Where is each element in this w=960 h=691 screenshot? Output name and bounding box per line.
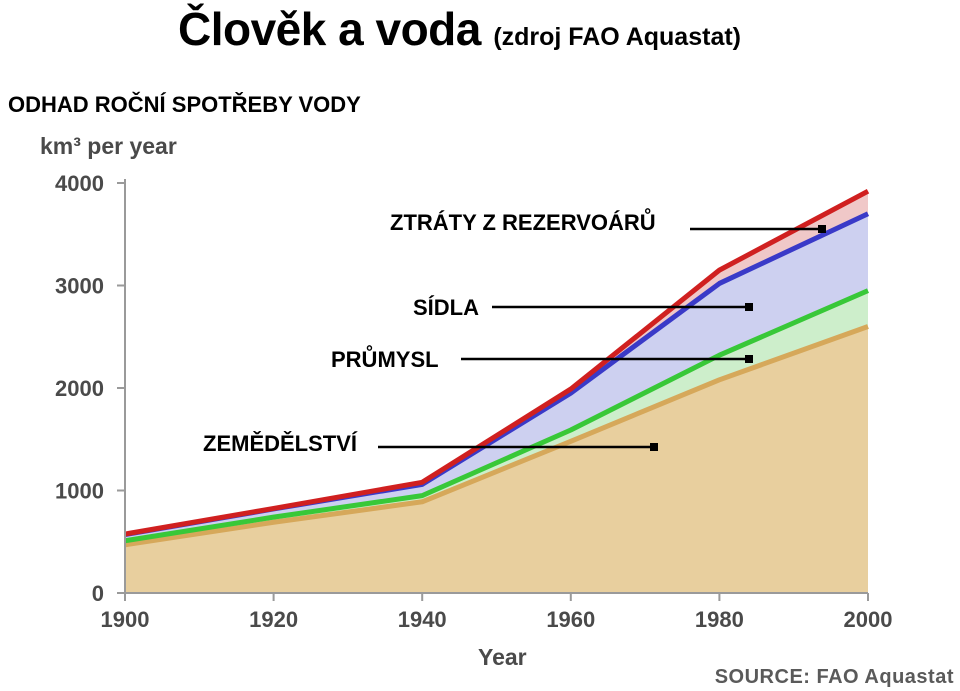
leader-agriculture-marker: [650, 443, 658, 451]
source-note: SOURCE: FAO Aquastat: [714, 666, 954, 688]
callout-reservoirs: ZTRÁTY Z REZERVOÁRŮ: [390, 210, 656, 236]
x-tick-label-1940: 1940: [398, 607, 447, 632]
series-line-3: [124, 188, 870, 537]
x-tick-label-2000: 2000: [844, 607, 893, 632]
title-main: Člověk a voda: [178, 3, 481, 55]
chart-subtitle: ODHAD ROČNÍ SPOTŘEBY VODY: [8, 92, 361, 117]
leader-reservoirs-marker: [818, 225, 826, 233]
chart-axes: 0 1000 2000 3000 4000 1900 1920 1940 1960 1980 200…: [55, 171, 892, 632]
y-tick-label-4000: 4000: [55, 171, 104, 196]
series-line-1: [124, 288, 869, 544]
y-axis-label: km³ per year: [40, 133, 177, 159]
y-tick-label-3000: 3000: [55, 274, 104, 299]
title-source: (zdroj FAO Aquastat): [493, 23, 741, 51]
x-tick-label-1920: 1920: [249, 607, 298, 632]
callout-industry: PRŮMYSL: [331, 347, 439, 373]
leader-industry-marker: [745, 355, 753, 363]
callout-settlements: SÍDLA: [413, 295, 479, 321]
x-tick-label-1980: 1980: [695, 607, 744, 632]
x-axis-label: Year: [478, 644, 527, 670]
page-title: Člověk a voda (zdroj FAO Aquastat): [178, 2, 741, 56]
callout-agriculture: ZEMĚDĚLSTVÍ: [203, 431, 358, 457]
callout-leaders: [378, 225, 826, 451]
y-tick-label-1000: 1000: [55, 479, 104, 504]
x-tick-label-1960: 1960: [546, 607, 595, 632]
leader-settlements-marker: [745, 303, 753, 311]
chart-lines: [124, 188, 870, 548]
y-tick-label-0: 0: [92, 581, 104, 606]
x-tick-label-1900: 1900: [101, 607, 150, 632]
y-tick-label-2000: 2000: [55, 376, 104, 401]
series-line-0: [124, 324, 869, 548]
area-band-0: [125, 326, 868, 593]
